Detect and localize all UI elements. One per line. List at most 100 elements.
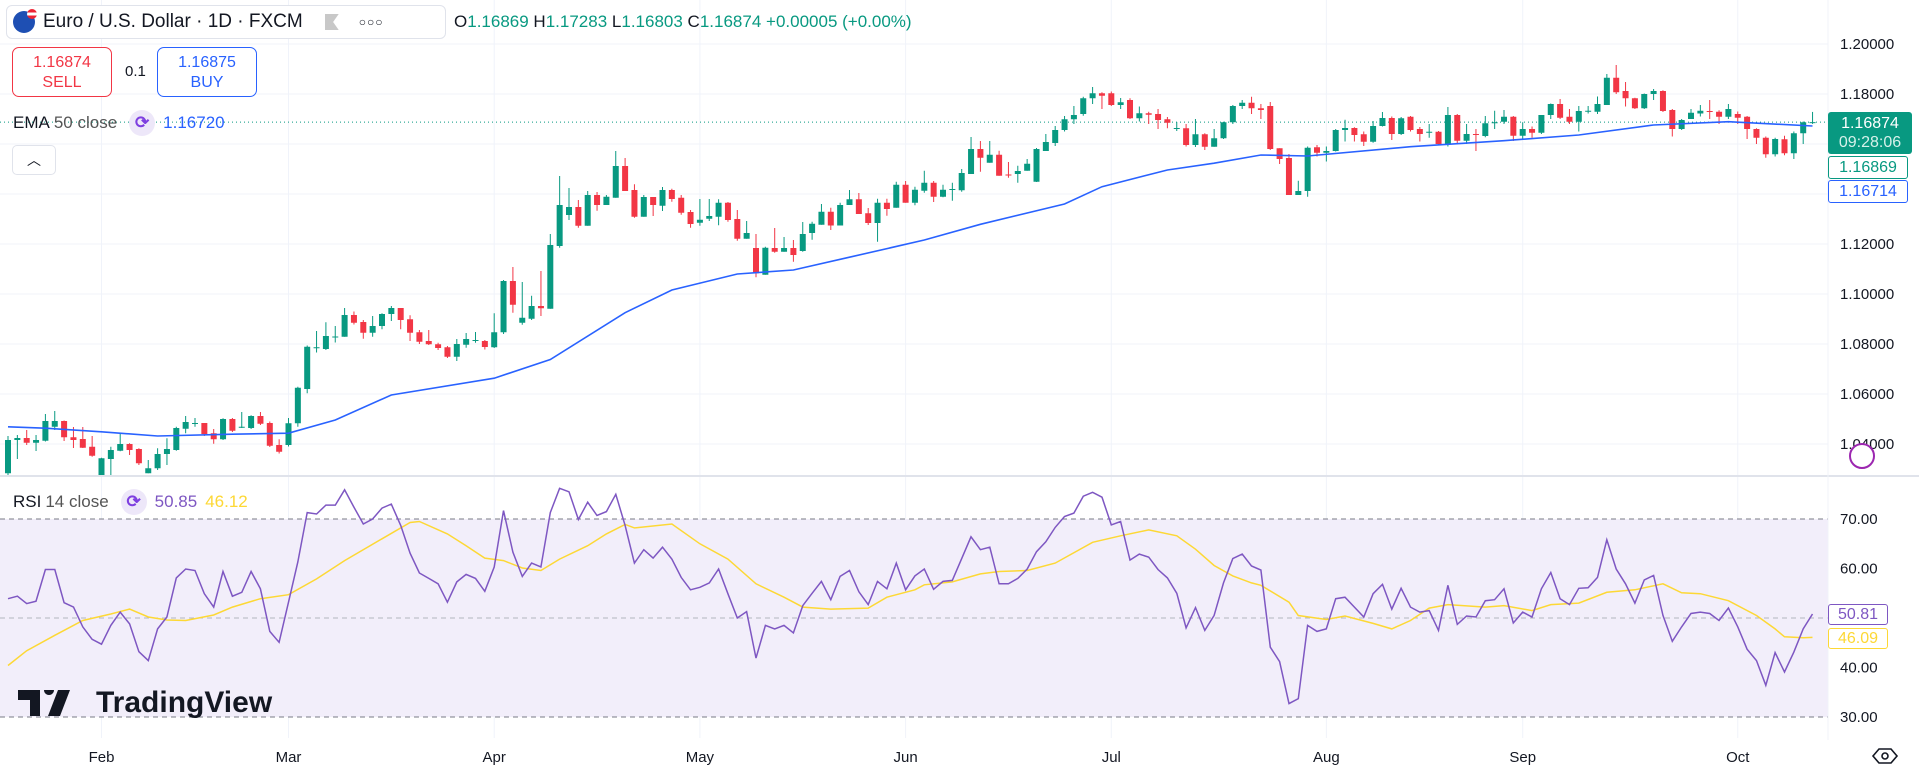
candle-up	[154, 448, 161, 470]
candle-up	[1173, 122, 1180, 131]
price-tick-label: 1.18000	[1840, 86, 1894, 103]
rsi-legend[interactable]: RSI 14 close ⟳ 50.85 46.12	[13, 489, 248, 515]
candle-body	[537, 306, 544, 309]
candle-body	[855, 199, 862, 214]
candle-up	[117, 434, 124, 452]
candle-up	[1688, 109, 1694, 119]
candle-body	[566, 207, 572, 215]
candle-body	[846, 199, 853, 205]
candle-body	[603, 196, 610, 205]
candle-down	[23, 430, 30, 445]
buy-button[interactable]: 1.16875 BUY	[157, 47, 257, 97]
candle-body	[379, 314, 385, 326]
symbol-title[interactable]: Euro / U.S. Dollar · 1D · FXCM	[43, 11, 303, 32]
rsi-axis[interactable]: 70.00 60.00 40.00 30.00	[1840, 511, 1878, 726]
candle-down	[575, 200, 582, 228]
candle-down	[1706, 100, 1713, 119]
candle-up	[837, 202, 844, 226]
candle-body	[1173, 128, 1180, 129]
candle-body	[98, 458, 105, 475]
candle-body	[1594, 104, 1601, 112]
candle-up	[584, 191, 591, 226]
candle-up	[556, 176, 563, 248]
candle-body	[145, 468, 152, 474]
candle-body	[640, 197, 647, 217]
candle-body	[1725, 109, 1732, 117]
candle-up	[1117, 98, 1124, 109]
candle-body	[594, 195, 601, 205]
candle-up	[1519, 122, 1526, 139]
sell-price: 1.16874	[33, 54, 91, 71]
candle-body	[1753, 129, 1760, 138]
tradingview-logo[interactable]: TradingView	[18, 686, 272, 720]
collapse-button[interactable]: ︿	[12, 145, 56, 175]
candle-up	[33, 435, 40, 451]
rsi-name: RSI	[13, 492, 42, 511]
candle-body	[1613, 77, 1620, 93]
candle-body	[5, 440, 11, 474]
candle-body	[1239, 102, 1246, 106]
candle-up	[1033, 148, 1040, 182]
candle-down	[1201, 133, 1208, 150]
candle-body	[1688, 112, 1694, 119]
candle-body	[1463, 134, 1470, 141]
candle-down	[883, 198, 890, 216]
candle-down	[977, 141, 984, 172]
candle-down	[126, 443, 133, 455]
candle-up	[1463, 124, 1470, 144]
time-tick-label: Oct	[1726, 749, 1750, 766]
candle-down	[1005, 162, 1012, 178]
rsi-ma-axis-label: 46.09	[1828, 628, 1888, 649]
candle-up	[1725, 104, 1732, 119]
ema-legend[interactable]: EMA 50 close ⟳ 1.16720	[13, 110, 225, 136]
candle-body	[1641, 94, 1648, 109]
candle-body	[958, 173, 965, 191]
candle-down	[1669, 109, 1676, 137]
candle-body	[1089, 93, 1096, 99]
candle-down	[855, 193, 862, 214]
candle-up	[809, 221, 816, 240]
time-tick-label: Feb	[89, 749, 115, 766]
candle-body	[547, 245, 554, 309]
candle-down	[407, 315, 414, 341]
candles	[5, 65, 1816, 477]
quantity[interactable]: 0.1	[125, 63, 146, 80]
candle-up	[846, 190, 853, 205]
candle-down	[1454, 114, 1461, 144]
more-dots-icon[interactable]: ○○○	[358, 15, 384, 29]
candle-body	[1211, 138, 1218, 147]
candle-body	[818, 211, 825, 225]
sell-button[interactable]: 1.16874 SELL	[12, 47, 112, 97]
ema-name: EMA	[13, 113, 50, 132]
alert-icon[interactable]	[1849, 443, 1875, 469]
flag-marker-icon[interactable]	[324, 14, 339, 30]
time-axis[interactable]: Feb Mar Apr May Jun Jul Aug Sep Oct	[89, 749, 1751, 766]
candle-body	[1108, 93, 1115, 105]
candle-body	[1454, 115, 1461, 141]
candle-body	[1155, 114, 1162, 120]
refresh-icon[interactable]: ⟳	[120, 489, 147, 515]
refresh-icon[interactable]: ⟳	[129, 110, 156, 136]
candle-down	[1267, 102, 1274, 150]
candle-up	[696, 199, 703, 226]
price-tick-label: 1.08000	[1840, 336, 1894, 353]
price-axis[interactable]: 1.20000 1.18000 1.12000 1.10000 1.08000 1.060…	[1840, 36, 1894, 453]
current-price-label: 1.16874 09:28:06	[1828, 112, 1912, 154]
low-value: 1.16803	[621, 12, 683, 31]
candle-body	[1407, 116, 1414, 130]
candle-up	[1024, 159, 1031, 171]
candle-down	[444, 346, 451, 358]
candle-body	[444, 347, 451, 357]
candle-up	[285, 418, 292, 447]
candle-down	[724, 202, 731, 222]
logo-text: TradingView	[96, 686, 273, 719]
candle-body	[1201, 134, 1208, 147]
candle-up	[294, 386, 301, 427]
candle-body	[1482, 123, 1489, 136]
eye-icon[interactable]	[1871, 748, 1899, 764]
symbol-legend[interactable]: Euro / U.S. Dollar · 1D · FXCM ○○○	[6, 5, 446, 39]
candle-up	[472, 332, 479, 343]
candle-down	[1248, 96, 1255, 114]
candle-down	[1762, 136, 1769, 158]
